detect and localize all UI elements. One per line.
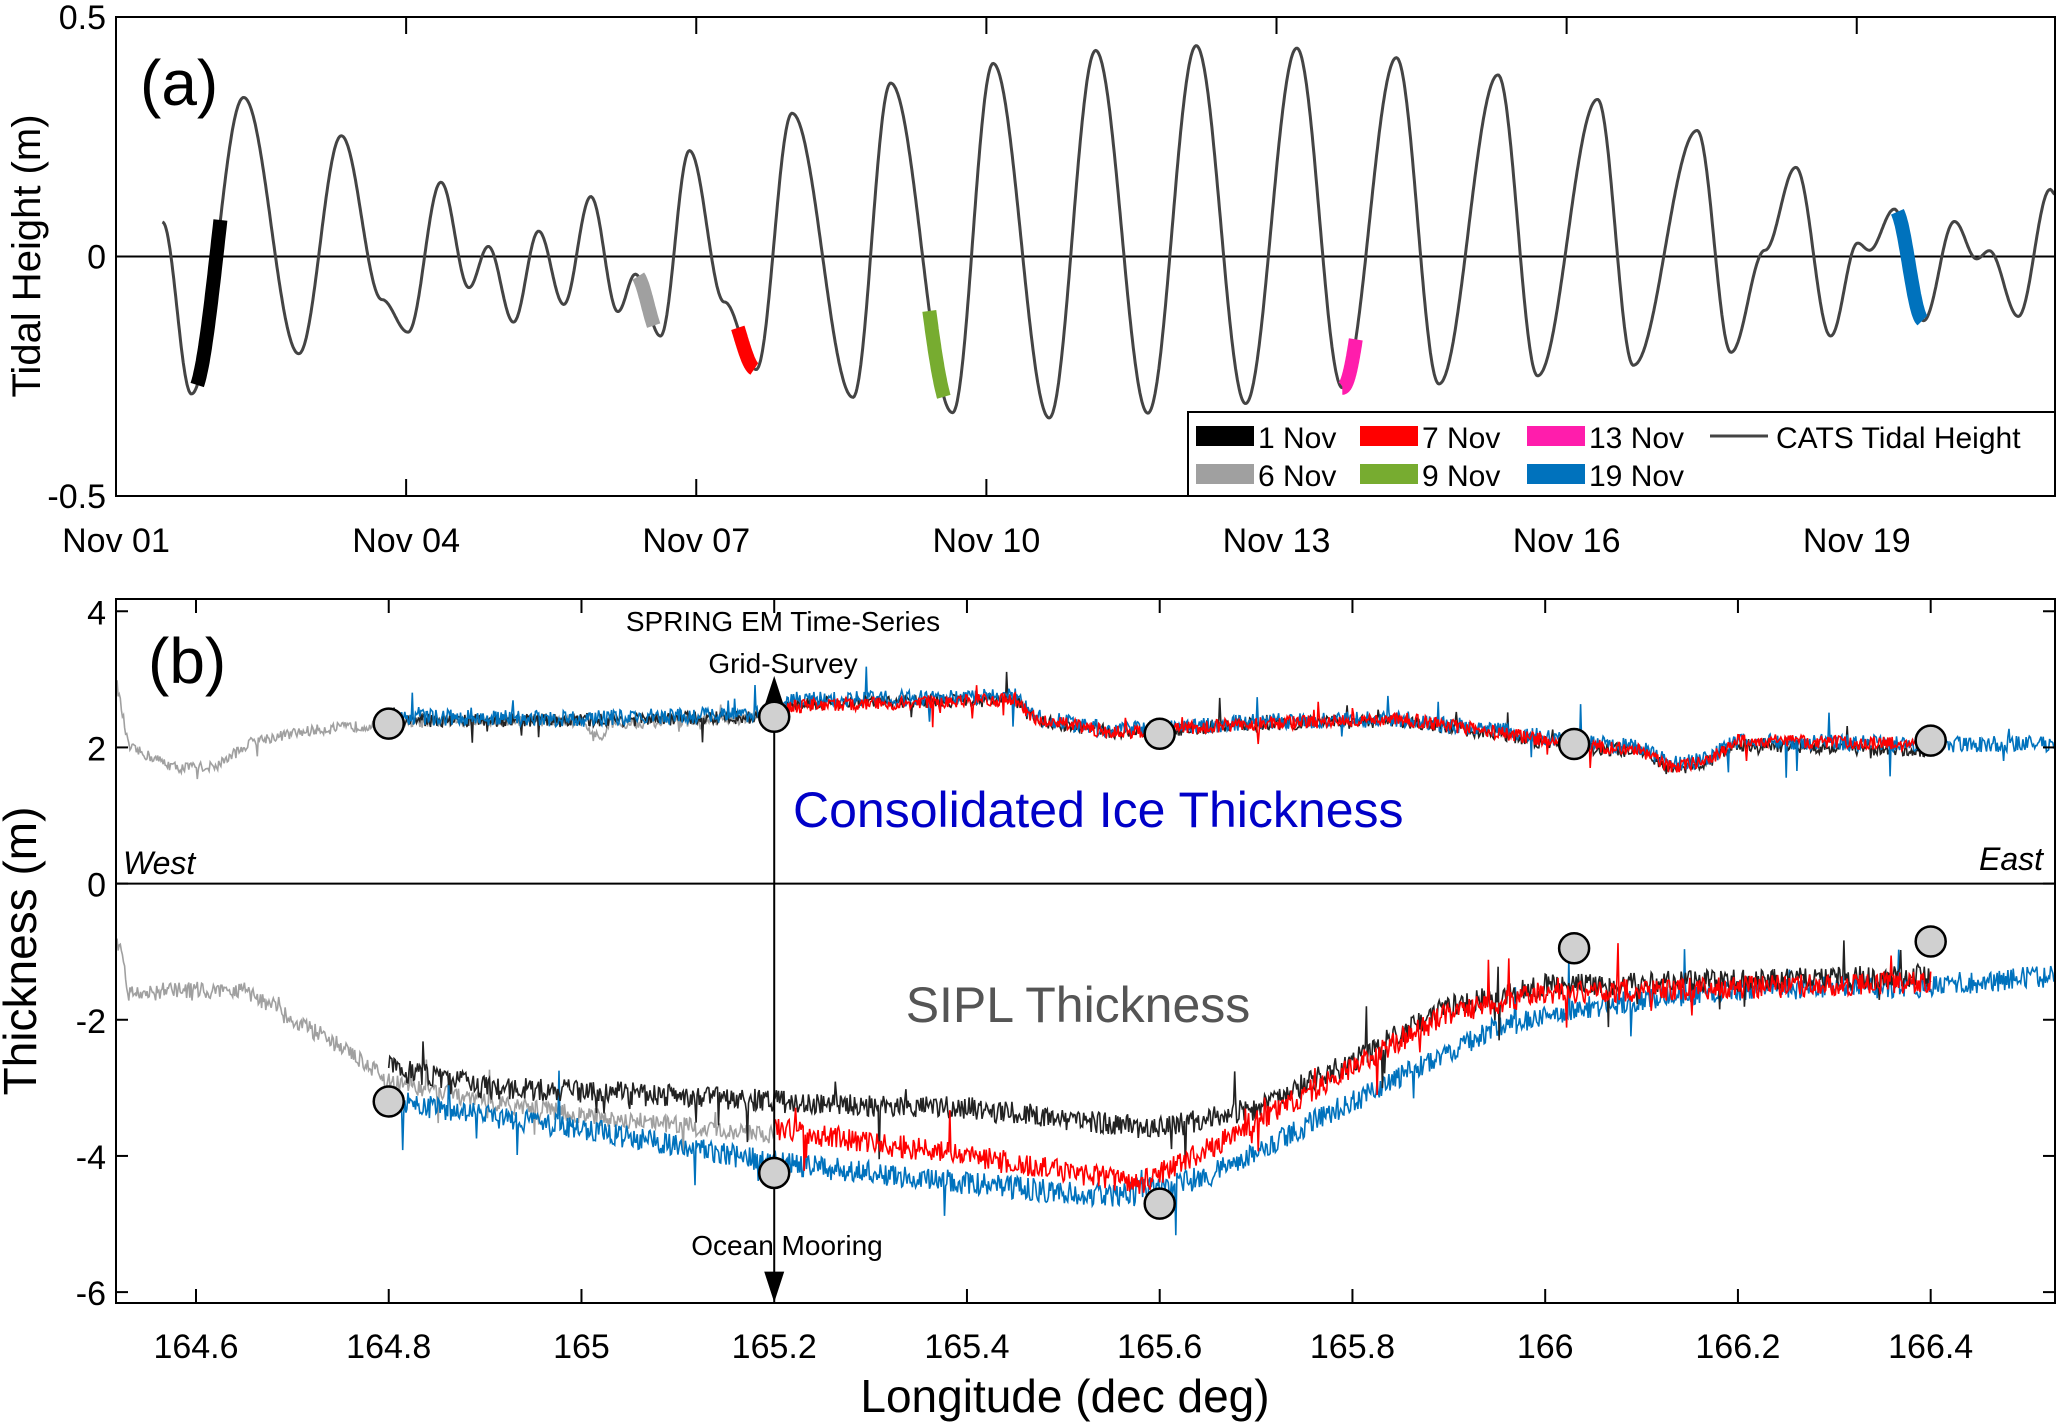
survey-point-marker xyxy=(1143,1187,1176,1220)
panel-a-data xyxy=(116,44,2056,420)
y-tick-label: -2 xyxy=(76,1003,106,1041)
survey-segment-1-nov xyxy=(190,219,228,388)
y-tick-label: -4 xyxy=(76,1139,106,1177)
y-tick-label: -0.5 xyxy=(47,478,106,516)
survey-segment-13-nov xyxy=(1338,338,1363,395)
survey-point-marker xyxy=(372,1085,405,1118)
survey-segment-9-nov xyxy=(922,309,951,399)
x-tick-label: Nov 01 xyxy=(62,522,170,560)
x-tick-label: 165.4 xyxy=(924,1328,1009,1366)
x-tick-label: 164.8 xyxy=(346,1328,431,1366)
sipl-label: SIPL Thickness xyxy=(906,977,1251,1033)
legend-swatch xyxy=(1527,426,1585,446)
legend-swatch xyxy=(1196,464,1254,484)
survey-point-marker xyxy=(1557,727,1591,761)
series-7-nov-sipl xyxy=(773,943,1932,1194)
panel-b-xlabel: Longitude (dec deg) xyxy=(860,1370,1269,1422)
y-tick-label: -6 xyxy=(76,1275,106,1313)
x-tick-label: 165 xyxy=(553,1328,610,1366)
x-tick-label: Nov 19 xyxy=(1803,522,1911,560)
grid-survey-label: Grid-Survey xyxy=(708,648,857,679)
survey-segment-7-nov xyxy=(731,325,759,375)
legend-label: CATS Tidal Height xyxy=(1776,422,2021,455)
panel-b-data xyxy=(115,666,2056,1303)
west-label: West xyxy=(123,845,196,881)
panel-a-ylabel: Tidal Height (m) xyxy=(5,114,49,397)
legend-label: 6 Nov xyxy=(1258,460,1336,493)
survey-point-marker xyxy=(1143,717,1176,751)
x-tick-label: 166 xyxy=(1517,1328,1574,1366)
survey-point-marker xyxy=(757,700,791,734)
series-1-nov-sipl xyxy=(387,940,1932,1170)
y-tick-label: 0.5 xyxy=(59,0,106,37)
series-19-nov-sipl xyxy=(387,949,2056,1236)
arrow-down-icon xyxy=(764,1271,785,1303)
survey-point-marker xyxy=(1914,724,1947,757)
panel-a-label: (a) xyxy=(140,47,218,119)
y-tick-label: 0 xyxy=(87,867,106,905)
arrow-up-icon xyxy=(764,675,785,707)
x-tick-label: 166.2 xyxy=(1695,1328,1780,1366)
panel-b-ticks: 4 2 0 -2 -4 -6 164.6 164.8 165 165.2 165.4 165.6 165… xyxy=(76,594,2055,1366)
east-label: East xyxy=(1979,841,2044,877)
panel-b-frame xyxy=(115,598,2056,1304)
legend-label: 13 Nov xyxy=(1589,422,1684,455)
legend-swatch xyxy=(1360,464,1418,484)
survey-point-marker xyxy=(372,707,405,740)
panel-b-ylabel: Thickness (m) xyxy=(0,807,46,1096)
survey-segment-19-nov xyxy=(1891,208,1928,326)
legend-swatch xyxy=(1360,426,1418,446)
series-19-nov-consolidated xyxy=(387,666,2056,778)
series-7-nov-consolidated xyxy=(773,685,1932,773)
legend-label: 7 Nov xyxy=(1422,422,1500,455)
spring-em-label: SPRING EM Time-Series xyxy=(626,606,940,637)
panel-b: 4 2 0 -2 -4 -6 164.6 164.8 165 165.2 165.4 165.6 165… xyxy=(0,594,2056,1422)
x-tick-label: 165.6 xyxy=(1117,1328,1202,1366)
x-tick-label: Nov 13 xyxy=(1223,522,1331,560)
legend-swatch xyxy=(1196,426,1254,446)
y-tick-label: 4 xyxy=(87,594,106,632)
y-tick-label: 2 xyxy=(87,730,106,768)
x-tick-label: 166.4 xyxy=(1888,1328,1973,1366)
x-tick-label: Nov 07 xyxy=(642,522,750,560)
panel-b-label: (b) xyxy=(148,625,226,697)
series-6-nov-sipl xyxy=(115,937,775,1152)
legend-swatch xyxy=(1527,464,1585,484)
x-tick-label: 164.6 xyxy=(153,1328,238,1366)
x-tick-label: 165.8 xyxy=(1310,1328,1395,1366)
panel-a: 0.5 0 -0.5 Nov 01 Nov 04 Nov 07 Nov 10 Nov 13 No… xyxy=(5,0,2056,560)
panel-a-ticks: 0.5 0 -0.5 Nov 01 Nov 04 Nov 07 Nov 10 Nov 13 No… xyxy=(47,0,1910,560)
consolidated-ice-label: Consolidated Ice Thickness xyxy=(793,782,1404,838)
survey-point-marker xyxy=(1557,932,1591,965)
legend-label: 9 Nov xyxy=(1422,460,1500,493)
x-tick-label: Nov 16 xyxy=(1513,522,1621,560)
survey-point-marker xyxy=(757,1156,791,1190)
legend-label: 19 Nov xyxy=(1589,460,1684,493)
ocean-mooring-label: Ocean Mooring xyxy=(691,1230,882,1261)
x-tick-label: Nov 04 xyxy=(352,522,460,560)
x-tick-label: 165.2 xyxy=(732,1328,817,1366)
legend-box xyxy=(1187,411,2056,497)
legend: 1 Nov 7 Nov 13 Nov 6 Nov 9 Nov 19 Nov CATS Tid… xyxy=(1187,411,2056,497)
survey-segment-6-nov xyxy=(632,272,661,328)
cats-tidal-height-line xyxy=(161,44,2056,420)
legend-label: 1 Nov xyxy=(1258,422,1336,455)
y-tick-label: 0 xyxy=(87,239,106,277)
x-tick-label: Nov 10 xyxy=(933,522,1041,560)
survey-point-marker xyxy=(1914,925,1947,958)
